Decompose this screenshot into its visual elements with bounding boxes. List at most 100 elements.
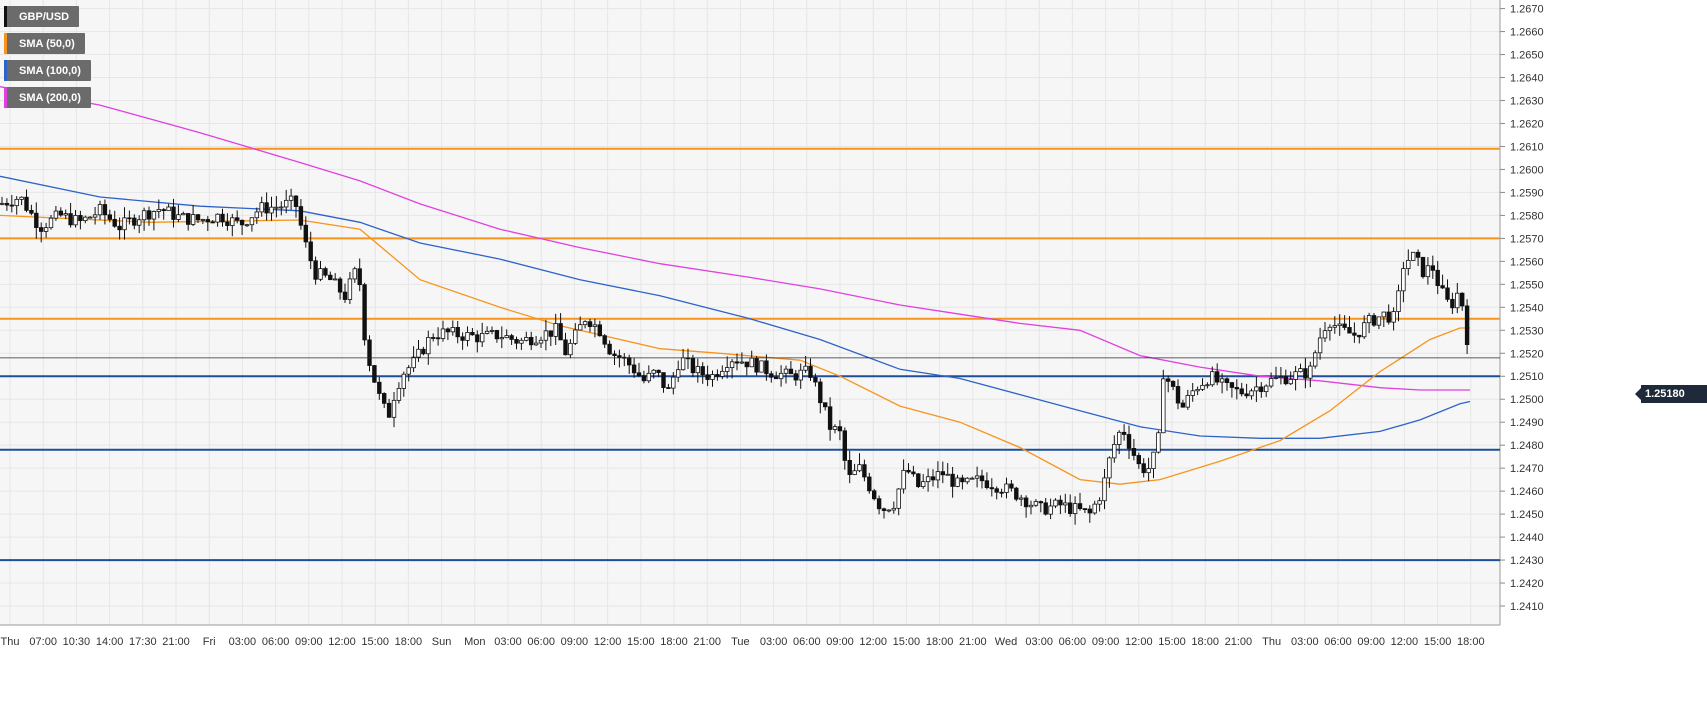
candle-body: [225, 221, 230, 226]
candle-body: [1028, 504, 1034, 508]
x-tick-label: 14:00: [96, 636, 124, 648]
x-tick-label: 18:00: [1191, 636, 1219, 648]
candle-body: [725, 367, 730, 372]
y-tick-label: 1.2570: [1510, 233, 1544, 245]
y-tick-label: 1.2650: [1510, 50, 1544, 62]
x-tick-label: 09:00: [1092, 636, 1120, 648]
candle-body: [1151, 451, 1156, 469]
candle-body: [53, 210, 59, 219]
candle-body: [656, 369, 661, 373]
candle-body: [955, 477, 960, 487]
candle-body: [34, 212, 39, 228]
candle-body: [396, 387, 402, 401]
candle-body: [1313, 352, 1318, 367]
candle-body: [1156, 432, 1161, 453]
y-tick-label: 1.2520: [1510, 348, 1544, 360]
candle-body: [1121, 431, 1127, 435]
current-price-tag: 1.25180: [1635, 385, 1707, 403]
candle-body: [220, 213, 225, 223]
candle-body: [1317, 337, 1323, 354]
candle-body: [377, 381, 382, 394]
x-tick-label: 18:00: [1457, 636, 1485, 648]
x-tick-label: 03:00: [760, 636, 788, 648]
legend-item-sma100[interactable]: SMA (100,0): [4, 60, 91, 81]
legend-item-sma50[interactable]: SMA (50,0): [4, 33, 85, 54]
candle-body: [1455, 292, 1460, 309]
candle-body: [612, 353, 617, 357]
candle-body: [293, 195, 299, 207]
candle-body: [519, 339, 524, 344]
candle-body: [151, 211, 157, 220]
candle-body: [930, 476, 936, 481]
candle-body: [1058, 499, 1063, 506]
plot-background: [0, 0, 1500, 625]
candle-body: [1386, 311, 1391, 323]
candle-body: [1229, 382, 1235, 388]
candle-body: [215, 213, 220, 223]
candle-body: [509, 335, 514, 340]
candle-body: [671, 376, 676, 389]
candle-body: [328, 274, 333, 281]
candle-body: [435, 337, 441, 340]
candle-body: [872, 490, 877, 500]
candle-body: [715, 374, 720, 377]
x-tick-label: 06:00: [1059, 636, 1087, 648]
candle-body: [627, 357, 632, 366]
x-tick-label: 12:00: [594, 636, 622, 648]
x-tick-label: 03:00: [229, 636, 257, 648]
candle-body: [337, 278, 343, 293]
candle-body: [739, 361, 745, 364]
candle-body: [774, 376, 779, 380]
candle-body: [146, 210, 152, 220]
legend-swatch-sma50: [4, 33, 7, 54]
candle-body: [1009, 483, 1014, 489]
candle-body: [323, 268, 328, 276]
candle-body: [391, 399, 397, 418]
candle-body: [1391, 311, 1396, 323]
candle-body: [582, 321, 588, 326]
candle-body: [1435, 269, 1440, 287]
legend-label-sma50: SMA (50,0): [19, 37, 75, 50]
candle-body: [230, 217, 235, 226]
candle-body: [842, 430, 847, 461]
x-tick-label: 12:00: [1125, 636, 1153, 648]
candle-body: [484, 330, 490, 334]
candle-body: [1396, 290, 1401, 312]
candle-body: [1278, 376, 1284, 378]
candle-body: [1224, 378, 1230, 384]
candle-body: [1460, 292, 1465, 307]
y-tick-label: 1.2610: [1510, 141, 1544, 153]
candle-body: [1357, 334, 1362, 338]
candle-body: [92, 214, 98, 218]
candle-body: [695, 366, 700, 374]
candle-body: [1337, 323, 1342, 327]
candle-body: [1170, 380, 1176, 387]
x-tick-label: 17:30: [129, 636, 157, 648]
x-tick-label: 03:00: [1025, 636, 1053, 648]
candle-body: [1053, 499, 1058, 507]
candle-body: [793, 373, 798, 381]
candle-body: [288, 195, 294, 201]
x-tick-label: 18:00: [395, 636, 423, 648]
candle-body: [347, 278, 353, 300]
candle-body: [1043, 502, 1048, 515]
y-tick-label: 1.2580: [1510, 210, 1544, 222]
candle-body: [587, 321, 593, 327]
legend-item-gbpusd[interactable]: GBP/USD: [4, 6, 80, 27]
y-tick-label: 1.2600: [1510, 164, 1544, 176]
candle-body: [1107, 457, 1112, 479]
candle-body: [107, 214, 112, 220]
candle-body: [999, 491, 1004, 494]
candle-body: [876, 498, 882, 510]
candle-body: [759, 360, 764, 373]
legend-item-sma200[interactable]: SMA (200,0): [4, 87, 91, 108]
x-tick-label: Sun: [432, 636, 452, 648]
candle-body: [1023, 497, 1029, 508]
y-tick-label: 1.2480: [1510, 440, 1544, 452]
candle-body: [1141, 463, 1146, 474]
legend-label-gbpusd: GBP/USD: [19, 10, 70, 23]
x-tick-label: 15:00: [361, 636, 389, 648]
candle-body: [808, 365, 813, 378]
candle-body: [788, 368, 794, 375]
candle-body: [117, 225, 122, 231]
